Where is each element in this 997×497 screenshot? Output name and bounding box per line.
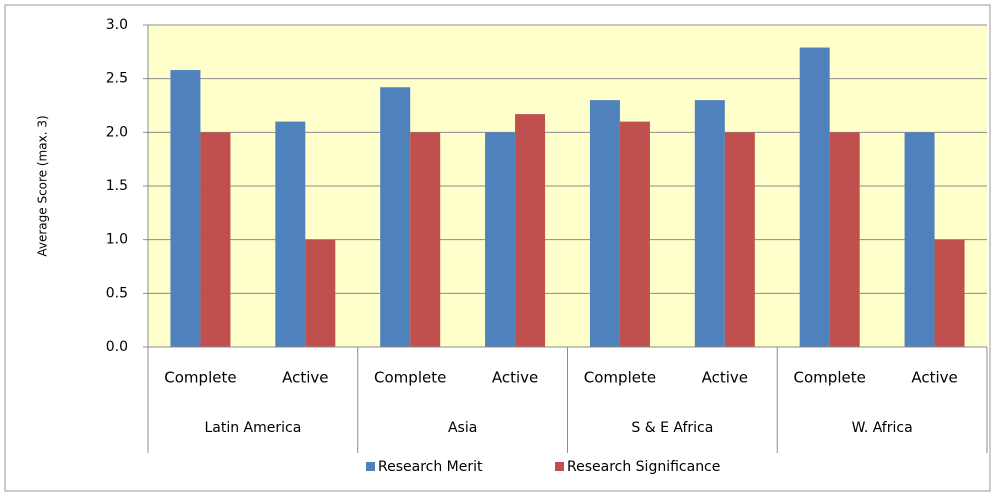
bar xyxy=(619,121,650,347)
bar xyxy=(485,132,516,347)
legend-label: Research Merit xyxy=(378,459,483,475)
x-tick-label: Active xyxy=(911,369,957,387)
group-label: S & E Africa xyxy=(631,420,713,436)
bar xyxy=(305,239,336,347)
x-tick-label: Active xyxy=(282,369,328,387)
x-tick-label: Complete xyxy=(374,369,446,387)
y-tick-label: 1.5 xyxy=(106,178,128,194)
bar xyxy=(200,132,231,347)
y-tick-label: 2.5 xyxy=(106,71,128,87)
x-tick-label: Complete xyxy=(164,369,236,387)
bar xyxy=(410,132,441,347)
bar xyxy=(380,87,411,348)
x-tick-label: Complete xyxy=(794,369,866,387)
bar xyxy=(934,239,965,347)
bar xyxy=(724,132,755,347)
y-tick-label: 2.0 xyxy=(106,124,128,140)
x-tick-label: Active xyxy=(702,369,748,387)
group-label: Latin America xyxy=(204,420,301,436)
bar xyxy=(170,70,201,347)
group-label: W. Africa xyxy=(852,420,913,436)
legend-swatch xyxy=(366,462,375,471)
bar xyxy=(515,114,546,347)
bar xyxy=(589,100,620,347)
bar xyxy=(829,132,860,347)
legend-label: Research Significance xyxy=(567,459,720,475)
bar xyxy=(694,100,725,347)
bar xyxy=(799,47,830,347)
group-label: Asia xyxy=(448,420,477,436)
y-tick-label: 1.0 xyxy=(106,232,128,248)
y-axis-title: Average Score (max. 3) xyxy=(36,115,50,256)
bar xyxy=(904,132,935,347)
bar xyxy=(275,121,306,347)
y-tick-label: 0.0 xyxy=(106,339,128,355)
legend-swatch xyxy=(555,462,564,471)
x-tick-label: Active xyxy=(492,369,538,387)
x-tick-label: Complete xyxy=(584,369,656,387)
y-tick-label: 3.0 xyxy=(106,17,128,33)
y-tick-label: 0.5 xyxy=(106,285,128,301)
